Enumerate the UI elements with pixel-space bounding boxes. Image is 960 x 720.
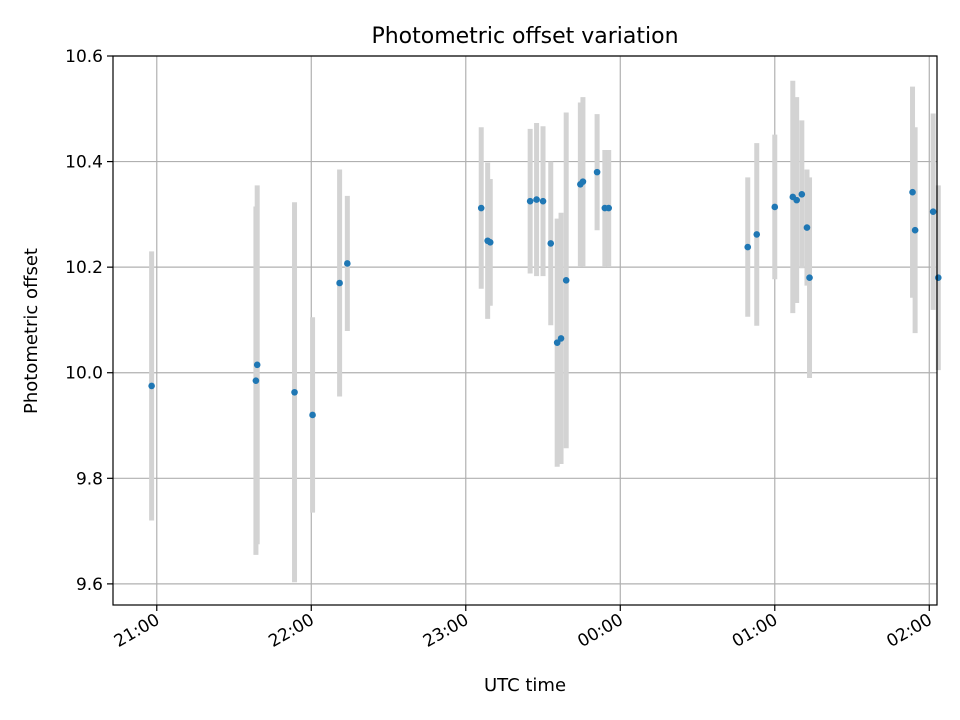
data-point — [911, 226, 919, 234]
grid — [113, 55, 937, 605]
x-tick-label: 23:00 — [420, 610, 472, 652]
y-tick-label: 10.4 — [65, 153, 103, 173]
x-tick-label: 00:00 — [574, 610, 626, 652]
y-tick-label: 10.2 — [65, 258, 103, 278]
data-point — [252, 377, 260, 384]
data-point — [148, 382, 155, 390]
data-point — [771, 203, 779, 211]
chart-title: Photometric offset variation — [371, 24, 678, 49]
x-axis-ticks: 21:00 22:00 23:00 00:00 01:00 02:00 — [111, 605, 936, 652]
data-point — [486, 239, 494, 246]
data-point — [526, 197, 534, 205]
data-point — [553, 339, 561, 346]
data-point — [909, 188, 916, 196]
data-point — [344, 260, 351, 267]
data-point — [557, 335, 565, 342]
x-tick-label: 02:00 — [883, 610, 935, 652]
data-point — [539, 197, 547, 205]
errorbars — [149, 80, 941, 583]
data-point — [336, 279, 343, 287]
y-axis-label: Photometric offset — [21, 248, 42, 414]
data-point — [744, 243, 752, 251]
y-tick-label: 10.0 — [65, 364, 103, 384]
x-tick-label: 22:00 — [265, 610, 317, 652]
data-point — [533, 196, 540, 203]
data-point — [253, 361, 261, 369]
data-point — [929, 208, 937, 216]
data-point — [291, 388, 298, 396]
data-point — [806, 274, 813, 282]
markers — [148, 168, 942, 419]
plot-frame — [112, 55, 938, 606]
data-point — [793, 196, 800, 204]
data-point — [579, 178, 587, 185]
y-tick-label: 9.6 — [76, 575, 103, 595]
data-point — [803, 224, 811, 231]
data-point — [477, 204, 485, 212]
data-point — [309, 411, 316, 419]
data-point — [934, 274, 942, 282]
x-tick-label: 21:00 — [111, 610, 163, 652]
data-point — [593, 168, 601, 176]
data-point — [798, 191, 806, 198]
x-tick-label: 01:00 — [729, 610, 781, 652]
y-tick-label: 9.8 — [76, 469, 103, 489]
data-point — [562, 277, 570, 284]
data-point — [605, 204, 612, 212]
x-axis-label: UTC time — [484, 675, 566, 696]
y-tick-label: 10.6 — [65, 47, 103, 67]
data-point — [753, 231, 761, 238]
data-point — [547, 240, 555, 247]
y-axis-ticks: 9.6 9.8 10.0 10.2 10.4 10.6 — [65, 47, 113, 595]
